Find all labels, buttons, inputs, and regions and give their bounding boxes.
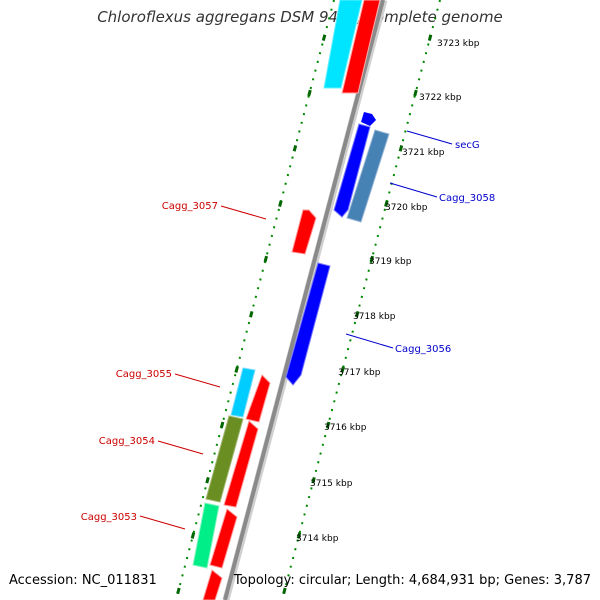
ruler-label: 3716 kbp xyxy=(324,423,367,433)
gene-cagg-3057[interactable] xyxy=(291,209,317,255)
ruler-major-tick xyxy=(321,34,327,41)
ruler-major-tick xyxy=(307,89,312,97)
ruler-major-tick xyxy=(219,421,225,429)
ruler-major-tick xyxy=(340,366,345,373)
gene-labels: secG Cagg_3058 Cagg_3057 Cagg_3056 Cagg_… xyxy=(81,140,496,523)
ruler-label: 3719 kbp xyxy=(369,257,412,267)
map-title: Chloroflexus aggregans DSM 9485, complet… xyxy=(97,8,503,26)
accession-text: Accession: NC_011831 xyxy=(9,573,157,588)
leader-cagg-3056 xyxy=(345,333,394,349)
ruler-major-tick xyxy=(190,532,196,539)
ruler-label: 3721 kbp xyxy=(402,148,445,158)
topology-summary: Topology: circular; Length: 4,684,931 bp… xyxy=(233,573,591,588)
gene-cyan-top[interactable] xyxy=(323,0,363,89)
gene-red-3054[interactable] xyxy=(223,420,259,508)
ruler-label: 3718 kbp xyxy=(353,312,396,322)
ruler-major-tick xyxy=(427,34,433,41)
gene-red-3053[interactable] xyxy=(209,508,238,569)
ruler-major-tick xyxy=(413,89,418,97)
label-cagg-3053[interactable]: Cagg_3053 xyxy=(81,512,137,523)
gene-cagg-3058[interactable] xyxy=(346,129,390,223)
ruler-major-tick xyxy=(355,311,360,318)
ruler-label: 3715 kbp xyxy=(310,479,353,489)
ruler-major-tick xyxy=(325,421,331,429)
leader-cagg-3053 xyxy=(139,515,186,530)
leader-cagg-3057 xyxy=(220,205,267,220)
ruler-major-tick xyxy=(282,587,287,595)
ruler-major-tick xyxy=(278,200,283,207)
leader-cagg-3055 xyxy=(174,373,221,388)
ruler-label: 3714 kbp xyxy=(296,534,339,544)
ruler-label: 3723 kbp xyxy=(437,39,480,49)
leader-secG xyxy=(406,130,453,145)
leader-cagg-3058 xyxy=(389,182,438,198)
backbone xyxy=(223,0,385,600)
leader-cagg-3054 xyxy=(157,440,204,455)
label-secG[interactable]: secG xyxy=(455,140,480,151)
ruler-major-tick xyxy=(205,476,210,484)
gene-red-3055[interactable] xyxy=(245,374,271,423)
label-cagg-3054[interactable]: Cagg_3054 xyxy=(99,436,155,447)
gene-red-bottom[interactable] xyxy=(202,569,223,600)
ruler-label: 3722 kbp xyxy=(419,93,462,103)
gene-cagg-3054[interactable] xyxy=(205,415,244,503)
label-cagg-3057[interactable]: Cagg_3057 xyxy=(162,201,218,212)
leader-lines xyxy=(139,130,453,530)
ruler-major-tick xyxy=(234,366,239,373)
label-cagg-3055[interactable]: Cagg_3055 xyxy=(116,369,172,380)
gene-blue-3720[interactable] xyxy=(333,123,371,218)
ruler-major-tick xyxy=(176,587,181,595)
gene-features xyxy=(192,0,390,600)
ruler-major-tick xyxy=(311,476,316,484)
ruler-major-tick xyxy=(249,311,254,318)
gene-cagg-3055[interactable] xyxy=(230,367,256,418)
label-cagg-3056[interactable]: Cagg_3056 xyxy=(395,344,451,355)
ruler-major-tick xyxy=(398,145,404,152)
ruler-label: 3720 kbp xyxy=(385,203,428,213)
gene-cagg-3053[interactable] xyxy=(192,502,220,569)
ruler-major-tick xyxy=(292,145,298,152)
gene-red-top[interactable] xyxy=(341,0,381,94)
ruler-label: 3717 kbp xyxy=(338,368,381,378)
ruler-major-tick xyxy=(384,200,389,207)
ruler-major-tick xyxy=(369,255,375,263)
ruler-major-tick xyxy=(263,255,269,263)
gene-cagg-3056[interactable] xyxy=(285,262,331,386)
gene-secG[interactable] xyxy=(361,112,376,126)
ruler-labels: 3723 kbp 3722 kbp 3721 kbp 3720 kbp 3719… xyxy=(296,39,480,544)
label-cagg-3058[interactable]: Cagg_3058 xyxy=(439,193,495,204)
ruler-major-tick xyxy=(296,532,302,539)
ruler-ticks xyxy=(176,34,433,595)
